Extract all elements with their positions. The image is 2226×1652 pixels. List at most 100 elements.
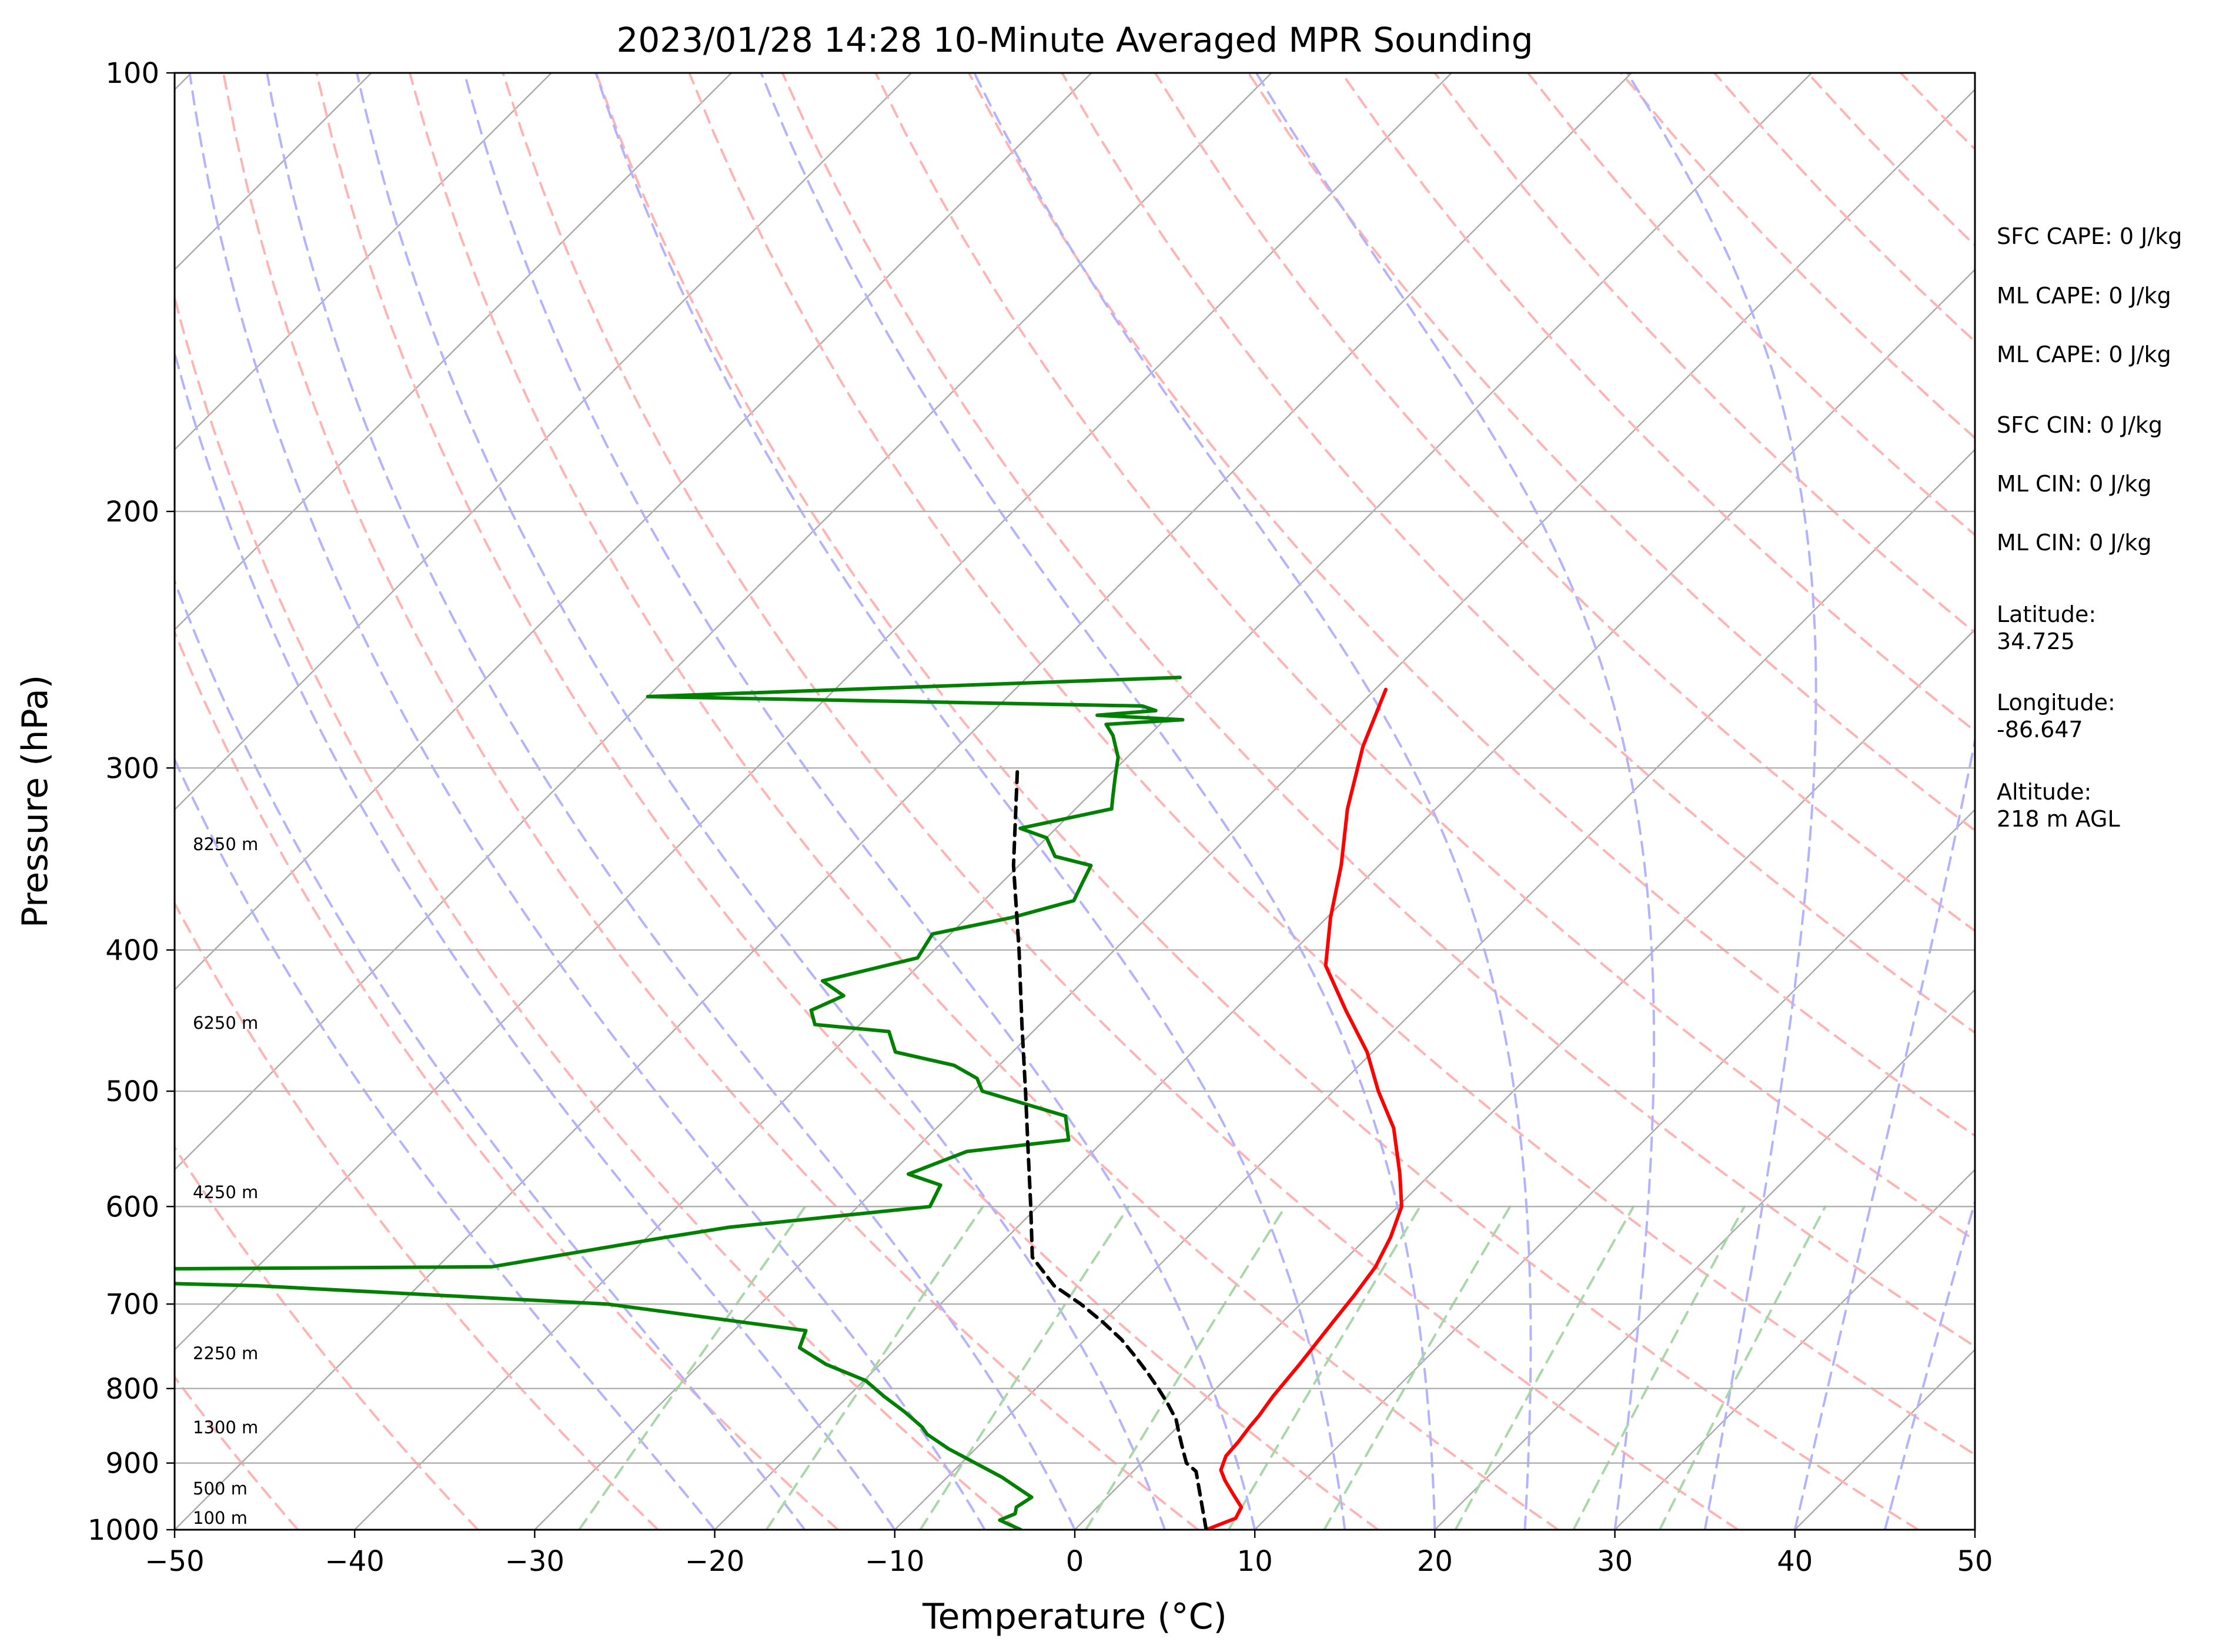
y-tick-label: 1000: [88, 1514, 159, 1547]
mixing-ratio-line: [1084, 1205, 1286, 1530]
y-tick-label: 600: [105, 1190, 159, 1223]
y-tick-label: 100: [105, 57, 159, 90]
info-line: SFC CIN: 0 J/kg: [1997, 412, 2163, 438]
chart-title: 2023/01/28 14:28 10-Minute Averaged MPR …: [616, 20, 1533, 60]
x-tick-label: 0: [1066, 1545, 1084, 1578]
dry-adiabat: [2180, 73, 2226, 1530]
info-line: ML CAPE: 0 J/kg: [1997, 283, 2171, 309]
isotherm-line: [175, 73, 552, 451]
isotherm-line: [0, 73, 11, 1530]
dry-adiabat: [175, 629, 840, 1530]
x-tick-label: 50: [1957, 1545, 1993, 1578]
dry-adiabat: [408, 73, 1560, 1530]
dry-adiabat: [175, 1145, 479, 1530]
height-labels: 8250 m 6250 m 4250 m 2250 m 1300 m 500 m 100 m: [193, 834, 258, 1528]
dry-adiabat: [502, 73, 1740, 1530]
height-label: 100 m: [193, 1508, 248, 1528]
isotherm-line: [175, 73, 733, 631]
isotherm-line: [175, 73, 1633, 1530]
y-tick-label: 800: [105, 1373, 159, 1406]
y-axis-label: Pressure (hPa): [15, 675, 56, 928]
dry-adiabat: [1340, 73, 1975, 733]
x-tick-label: 20: [1417, 1545, 1453, 1578]
moist-adiabat: [1883, 1198, 1975, 1530]
sounding-series: [175, 675, 1403, 1530]
moist-adiabat: [760, 73, 1436, 1530]
mixing-ratio-line: [1323, 1205, 1512, 1530]
dry-adiabat: [315, 73, 1379, 1530]
dry-adiabat: [1247, 73, 1975, 832]
y-tick-label: 300: [105, 752, 159, 785]
plot-frame: [173, 72, 1976, 1531]
dry-adiabat: [594, 73, 1920, 1530]
mixing-ratio-line: [578, 1205, 807, 1530]
y-tick-label: 900: [105, 1447, 159, 1480]
isotherm-line: [175, 73, 913, 811]
mixing-ratio-line: [1658, 1205, 1827, 1530]
y-tick-label: 400: [105, 934, 159, 967]
x-tick-label: −40: [325, 1545, 385, 1578]
y-tick-label: 200: [105, 496, 159, 529]
mixing-ratio-line: [1572, 1205, 1746, 1530]
isotherm-line: [714, 268, 1975, 1530]
y-tick-label: 700: [105, 1288, 159, 1321]
isotherm-line: [175, 73, 1272, 1171]
dry-adiabat: [175, 1375, 299, 1530]
info-line: ML CAPE: 0 J/kg: [1997, 342, 2171, 367]
info-line: -86.647: [1997, 717, 2083, 743]
dry-adiabat: [1061, 73, 1975, 1034]
isotherm-line: [1434, 988, 1975, 1530]
x-tick-label: −50: [145, 1545, 204, 1578]
moist-adiabat: [175, 757, 716, 1530]
isotherm-line: [1074, 628, 1975, 1530]
x-tick-label: −20: [685, 1545, 744, 1578]
dry-adiabat: [874, 73, 1975, 1242]
isotherm-line: [175, 73, 1092, 991]
x-axis: −50 −40 −30 −20 −10 0 10 20 30 40 50: [145, 1530, 1993, 1578]
moist-adiabat: [1793, 734, 1975, 1530]
height-label: 500 m: [193, 1479, 248, 1499]
x-tick-label: 40: [1777, 1545, 1813, 1578]
x-tick-label: −10: [865, 1545, 924, 1578]
x-axis-label: Temperature (°C): [922, 1596, 1227, 1637]
info-line: ML CIN: 0 J/kg: [1997, 530, 2151, 556]
height-label: 6250 m: [193, 1013, 258, 1033]
info-line: Altitude:: [1997, 779, 2091, 805]
dewpoint-line: [175, 675, 1185, 1530]
moist-adiabat: [973, 73, 1532, 1530]
isotherm-line: [1254, 808, 1975, 1530]
moist-adiabat: [175, 349, 896, 1530]
isotherm-line: [534, 88, 1975, 1530]
mixing-ratio-line: [1227, 1205, 1422, 1530]
y-axis: 100 200 300 400 500 600 700 800 900 1000: [88, 57, 175, 1547]
moist-adiabat: [463, 73, 1256, 1530]
mixing-ratio-line: [765, 1205, 984, 1530]
moist-adiabat: [594, 73, 1346, 1530]
info-panel: SFC CAPE: 0 J/kg ML CAPE: 0 J/kg ML CAPE: …: [1997, 223, 2182, 832]
background-lines: [0, 73, 2226, 1530]
dry-adiabat: [688, 73, 1975, 1456]
moist-adiabat: [356, 73, 1167, 1530]
height-label: 8250 m: [193, 834, 258, 854]
x-tick-label: −30: [505, 1545, 564, 1578]
dry-adiabat: [222, 73, 1199, 1530]
parcel-line: [1011, 766, 1208, 1530]
x-tick-label: 10: [1237, 1545, 1273, 1578]
isotherm-line: [354, 73, 1813, 1530]
isotherm-line: [894, 449, 1975, 1530]
isotherm-line: [1614, 1168, 1975, 1530]
info-line: ML CIN: 0 J/kg: [1997, 471, 2151, 497]
height-label: 1300 m: [193, 1417, 258, 1437]
moist-adiabat: [1626, 73, 1817, 1530]
temperature-line: [1204, 687, 1403, 1530]
dry-adiabat: [967, 73, 1975, 1138]
height-label: 4250 m: [193, 1182, 258, 1202]
dry-adiabat: [175, 293, 1020, 1530]
mixing-ratio-line: [919, 1205, 1130, 1530]
moist-adiabat: [175, 578, 806, 1530]
isobar-gridlines: [175, 510, 1975, 1464]
moist-adiabat: [266, 73, 1076, 1530]
height-label: 2250 m: [193, 1343, 258, 1363]
info-line: 218 m AGL: [1997, 806, 2120, 832]
